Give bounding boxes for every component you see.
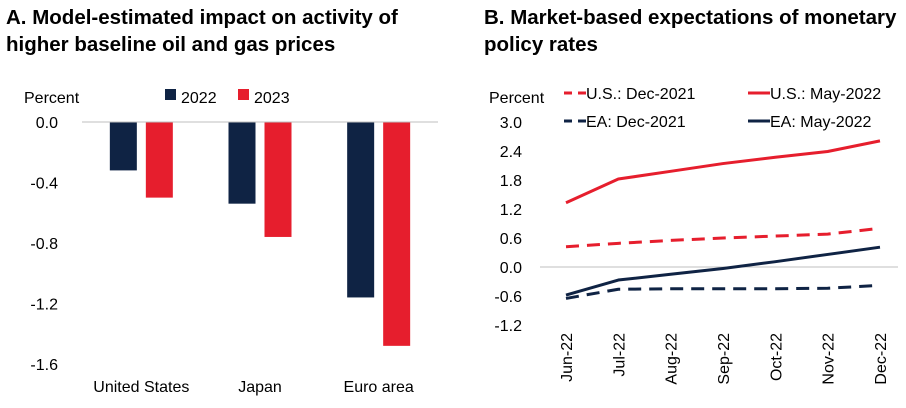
chart-b-line-u-s-dec-2021	[565, 226, 881, 249]
chart-b-legend-label: EA: May-2022	[770, 114, 871, 131]
chart-b-ytick-label: 1.2	[500, 202, 522, 219]
chart-b-xtick-label: Sep-22	[716, 333, 733, 385]
chart-a-category-label: Japan	[238, 379, 282, 396]
chart-a-plot: 0.0 -0.4 -0.8 -1.2 -1.6 United States Japan Eur…	[30, 115, 438, 396]
chart-a-legend-2022-swatch	[165, 89, 176, 100]
chart-b-line-ea-dec-2021	[565, 283, 881, 300]
chart-b-xtick-label: Jun-22	[559, 333, 576, 382]
chart-b-ytick-label: 1.8	[500, 173, 522, 190]
chart-a-ylabel: Percent	[24, 90, 80, 107]
chart-a-category-label: United States	[93, 379, 189, 396]
chart-a-ytick-label: -0.4	[30, 176, 58, 193]
chart-b-ytick-label: 2.4	[500, 144, 522, 161]
chart-b-ylabel: Percent	[489, 90, 545, 107]
chart-a-bar-2022-euro-area	[347, 122, 375, 298]
chart-b-legend: U.S.: Dec-2021 U.S.: May-2022 EA: Dec-2021…	[564, 86, 881, 131]
chart-a-title: A. Model-estimated impact on activity of…	[6, 6, 398, 56]
chart-a-ytick-label: -1.2	[30, 297, 58, 314]
chart-b-title: B. Market-based expectations of monetary…	[484, 6, 897, 56]
chart-b-line-ea-may-2022	[565, 245, 881, 297]
chart-a-bar-2023-euro-area	[383, 122, 411, 346]
chart-b-ytick-label: -0.6	[494, 289, 522, 306]
chart-a-legend-2023: 2023	[254, 90, 290, 107]
chart-a-bar-2022-united-states	[109, 122, 137, 171]
chart-a-category-label: Euro area	[344, 379, 414, 396]
chart-b-xtick-label: Oct-22	[768, 333, 785, 381]
chart-b-xtick-label: Nov-22	[821, 333, 838, 385]
chart-a-legend-2023-swatch	[238, 89, 249, 100]
chart-b-xtick-label: Aug-22	[664, 333, 681, 385]
chart-a-ytick-label: -1.6	[30, 357, 58, 374]
chart-a-bar-2023-japan	[264, 122, 292, 237]
chart-b-xtick-label: Dec-22	[873, 333, 890, 385]
chart-a-bar-2022-japan	[228, 122, 256, 204]
chart-b-legend-label: U.S.: Dec-2021	[586, 86, 695, 103]
chart-b-ytick-label: 0.0	[500, 260, 522, 277]
chart-b-legend-label: U.S.: May-2022	[770, 86, 881, 103]
chart-a-ytick-label: -0.8	[30, 236, 58, 253]
chart-a-legend-2022: 2022	[181, 90, 217, 107]
chart-b-ytick-label: 3.0	[500, 115, 522, 132]
chart-b-legend-label: EA: Dec-2021	[586, 114, 686, 131]
chart-b-xtick-label: Jul-22	[611, 333, 628, 377]
chart-a-bar-2023-united-states	[145, 122, 173, 198]
chart-b-ytick-label: -1.2	[494, 318, 522, 335]
chart-b-line-u-s-may-2022	[565, 139, 881, 205]
chart-b-ytick-label: 0.6	[500, 231, 522, 248]
chart-b-plot: 3.0 2.4 1.8 1.2 0.6 0.0 -0.6 -1.2 Jun-22 Jul-22 Au…	[494, 115, 898, 385]
chart-a-ytick-label: 0.0	[36, 115, 58, 132]
